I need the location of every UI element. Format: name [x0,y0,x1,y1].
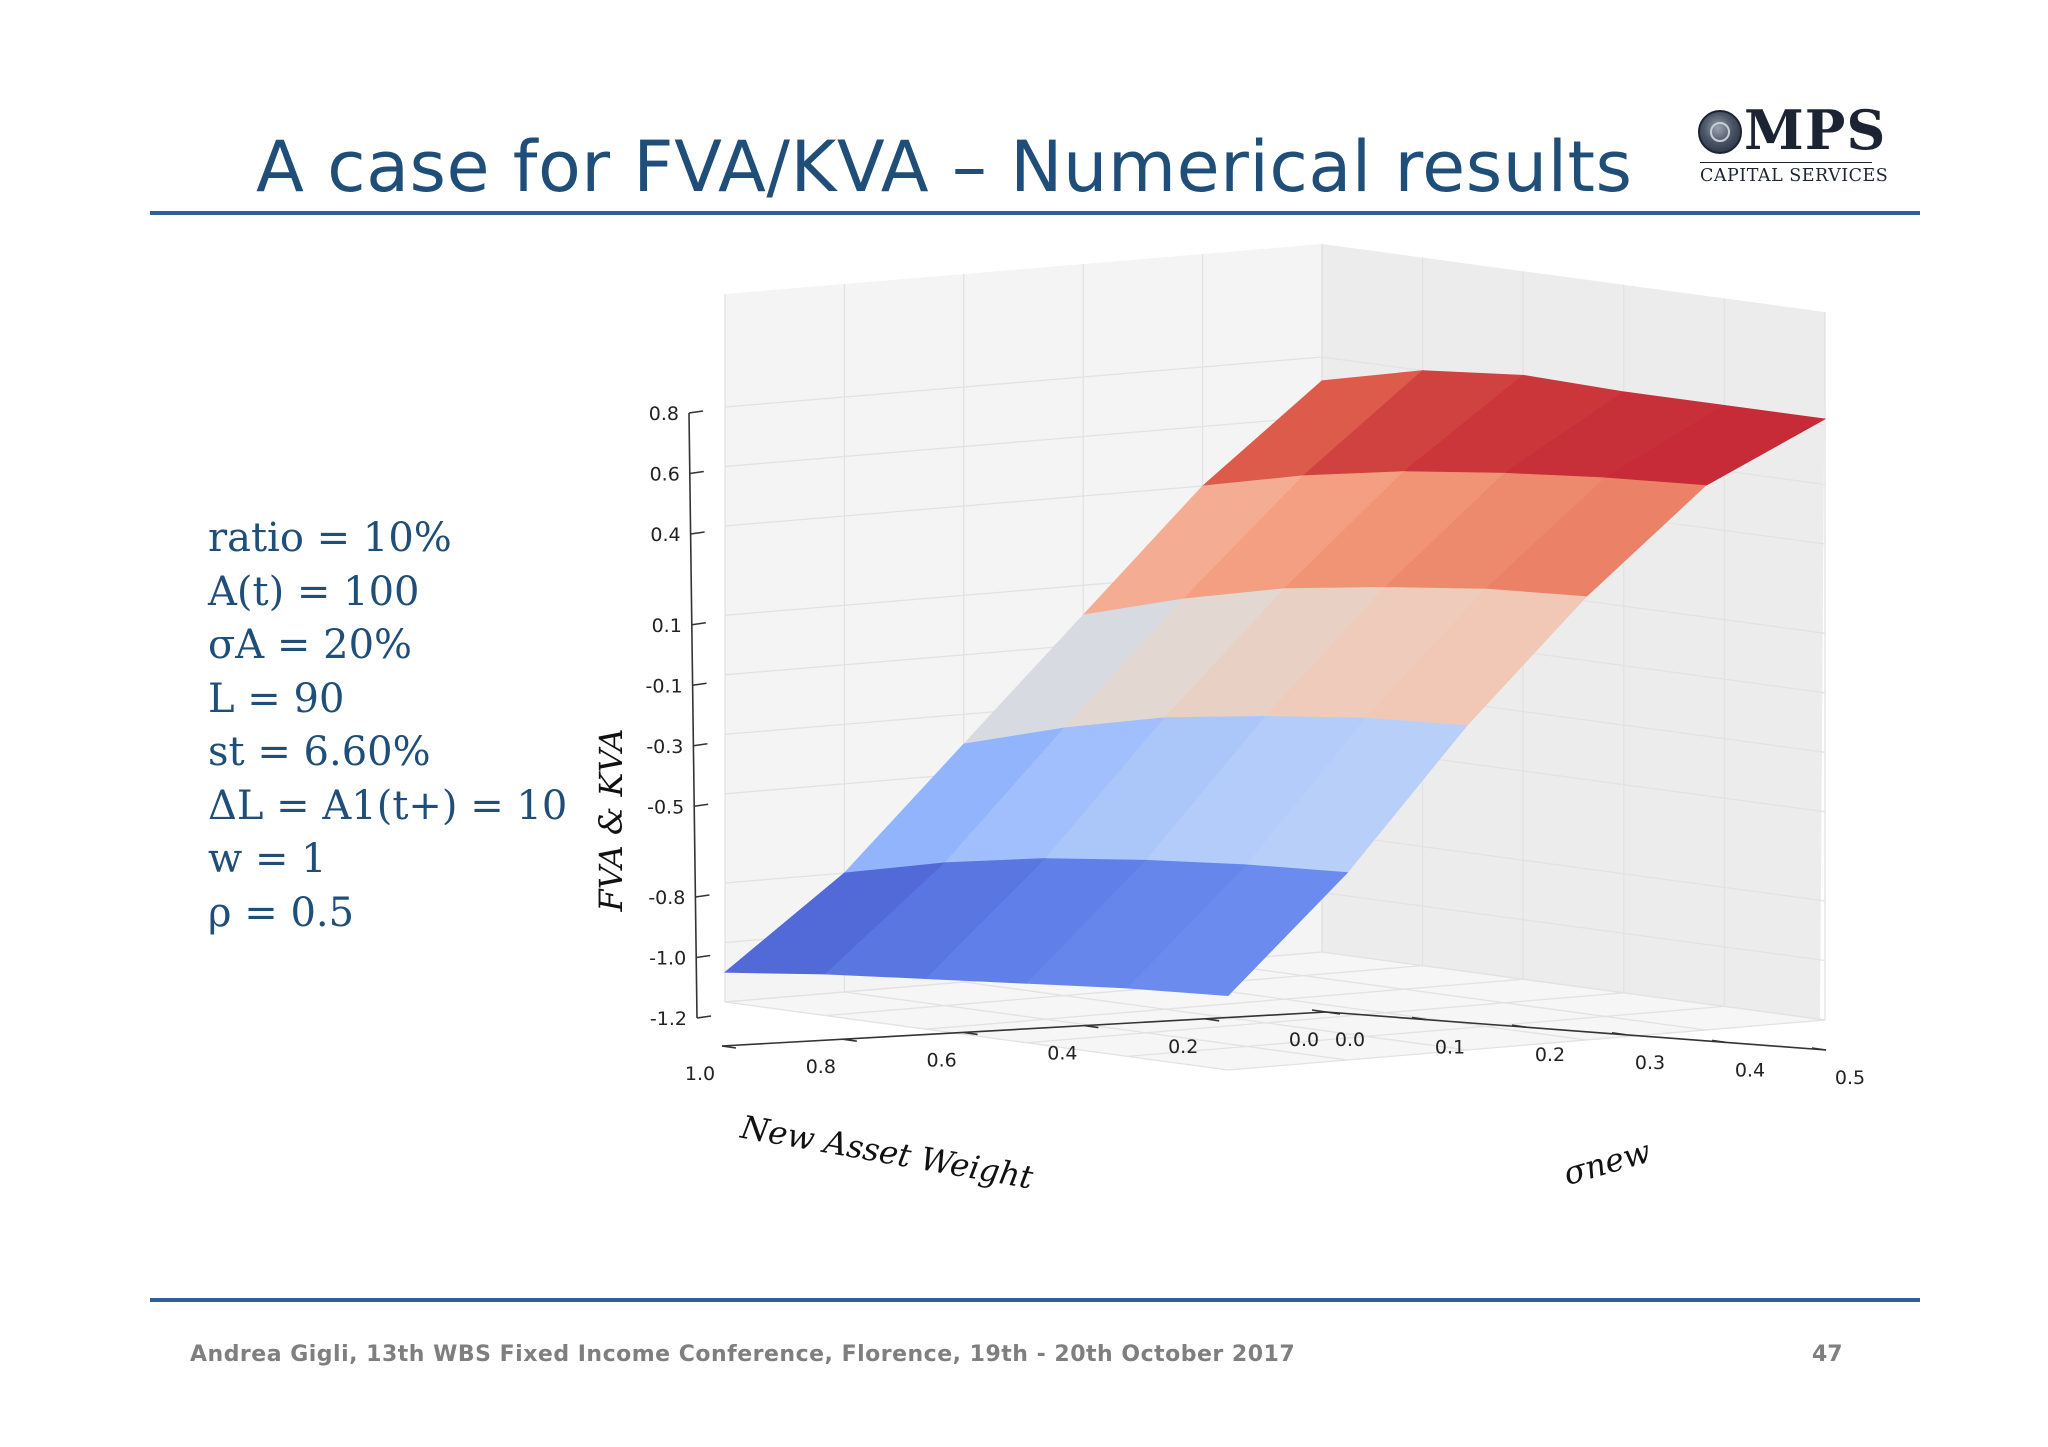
x-tick-label: 0.0 [1289,1029,1319,1051]
slide-title: A case for FVA/KVA – Numerical results [256,126,1633,208]
param-delta-l: ΔL = A1(t+) = 10 [208,782,568,829]
z-tick-label: 0.6 [650,464,680,486]
y-tick-mark [1311,1009,1327,1013]
param-asset: A(t) = 100 [208,568,420,615]
floor-gridline-w [844,991,1348,1061]
x-tick-label: 0.4 [1047,1043,1077,1065]
x-tick-mark [1205,1018,1220,1022]
z-tick-mark [691,621,706,626]
surface-facet [1126,864,1349,997]
z-tick-label: 0.1 [652,615,682,637]
x-axis-label: New Asset Weight [737,1108,1036,1197]
floor-gridline-s [1227,1019,1826,1071]
seal-icon [1698,110,1742,154]
z-tick-mark [695,894,710,898]
z-tick-mark [694,803,709,808]
title-rule [150,211,1920,215]
z-tick-mark [688,410,704,414]
z-tick-label: 0.8 [649,403,679,425]
chart-axes [688,412,1827,1051]
parameter-list: ratio = 10% A(t) = 100 σA = 20% L = 90 s… [208,512,567,940]
wall-gridline-z [724,951,1826,1021]
x-tick-mark [721,1045,737,1049]
param-liability: L = 90 [208,675,345,722]
company-logo: MPS CAPITAL SERVICES [1696,98,1888,192]
logo-wordmark: MPS [1744,98,1887,162]
y-tick-mark [1811,1047,1827,1051]
x-tick-label: 0.8 [806,1056,836,1078]
x-axis-line [721,1011,1327,1047]
y-tick-mark [1511,1024,1527,1028]
floor-gridline-w [724,1001,1229,1071]
y-tick-label: 0.4 [1735,1059,1765,1081]
z-tick-label: 0.4 [650,524,680,546]
z-tick-mark [693,742,708,747]
z-tick-mark [689,470,704,475]
param-spread: st = 6.60% [208,729,431,775]
x-tick-label: 1.0 [685,1063,715,1085]
param-sigma-a: σA = 20% [208,622,413,668]
chart-surface [723,370,1827,997]
z-axis-label: FVA & KVA [592,728,630,912]
floor-gridline-s [926,978,1524,1030]
x-tick-mark [1325,1011,1341,1015]
param-rho: ρ = 0.5 [208,889,355,936]
logo-subtitle: CAPITAL SERVICES [1700,166,1889,186]
x-tick-label: 0.2 [1168,1036,1198,1058]
page-number: 47 [1812,1342,1843,1367]
floor-gridline-w [1202,961,1706,1031]
x-tick-mark [1084,1024,1099,1029]
z-tick-label: -0.3 [646,736,683,758]
x-tick-mark [842,1038,857,1042]
y-axis-line [1325,1011,1827,1051]
y-tick-label: 0.3 [1635,1052,1665,1074]
param-ratio: ratio = 10% [208,515,452,561]
x-tick-label: 0.6 [926,1049,956,1071]
floor-gridline-w [963,981,1467,1051]
x-tick-mark [963,1031,978,1036]
z-tick-label: -1.0 [649,948,686,970]
y-tick-label: 0.2 [1535,1044,1565,1066]
footer-text: Andrea Gigli, 13th WBS Fixed Income Conf… [190,1342,1296,1367]
floor-gridline-s [1026,992,1624,1044]
z-tick-label: -0.8 [648,887,685,909]
z-tick-label: -0.5 [647,796,684,818]
y-tick-mark [1711,1039,1727,1044]
floor-gridline-s [1127,1005,1725,1058]
y-tick-label: 0.1 [1435,1037,1465,1059]
y-axis-label: σnew [1559,1132,1655,1193]
y-tick-label: 0.5 [1835,1067,1865,1089]
z-tick-label: -0.1 [646,675,683,697]
y-tick-label: 0.0 [1335,1029,1365,1051]
z-tick-mark [696,1015,712,1019]
chart-ticks: 0.8 0.6 0.4 0.1 -0.1 -0.3 -0.5 -0.8 -1.0 -1.2 1.0 0… [646,403,1866,1089]
z-tick-mark [690,531,705,535]
y-tick-mark [1611,1032,1627,1036]
param-weight: w = 1 [208,836,327,882]
z-tick-mark [696,954,711,959]
logo-divider [1700,162,1872,163]
z-tick-mark [692,682,707,687]
floor-gridline-s [825,964,1423,1017]
z-axis-line [688,412,698,1019]
z-tick-label: -1.2 [650,1008,687,1030]
y-tick-mark [1411,1016,1427,1021]
footer-rule [150,1298,1920,1302]
